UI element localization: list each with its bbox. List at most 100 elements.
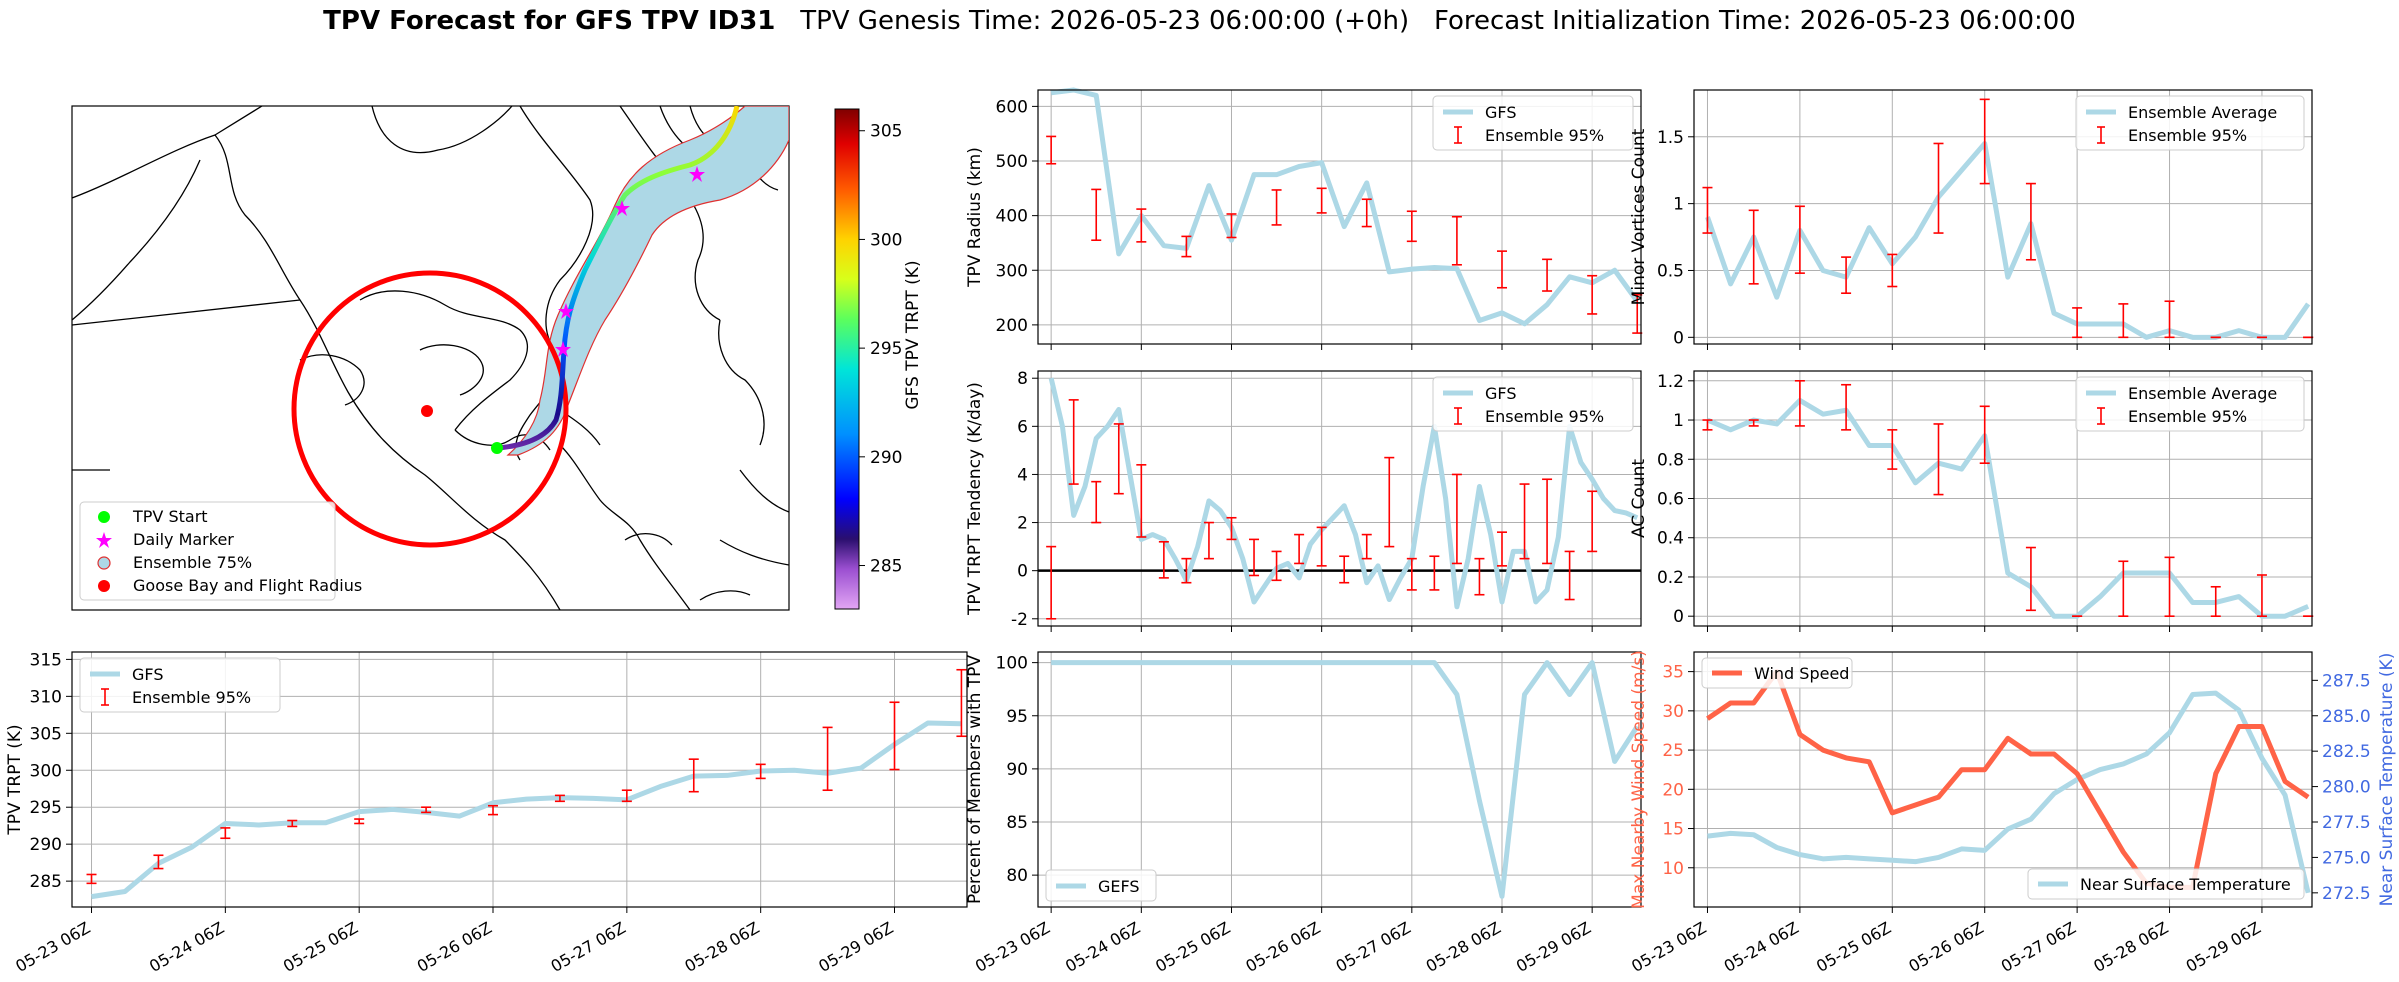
y-tick-label: 400 <box>996 207 1028 227</box>
chart-tendency: -2 0 2 4 6 8 TPV TRPT Tendency (K/day) GFS Ensem… <box>965 369 1642 632</box>
series-line <box>1048 377 1639 610</box>
x-tick-label: 05-28 06Z <box>1423 918 1504 976</box>
legend-box <box>2027 868 2305 900</box>
map-legend: TPV Start Daily Marker Ensemble 75% Goos… <box>79 501 362 601</box>
y-tick-label: 90 <box>1006 760 1028 780</box>
legend-box <box>1045 869 1157 902</box>
legend-label: Ensemble 95% <box>132 688 251 707</box>
legend-label: Ensemble 95% <box>1485 126 1604 145</box>
y-axis-label: AC Count <box>1629 459 1649 538</box>
legend: Ensemble Average Ensemble 95% <box>2075 95 2305 151</box>
ensemble-75-area <box>506 106 789 456</box>
legend-label: Ensemble 95% <box>2128 126 2247 145</box>
y2-axis-label: Near Surface Temperature (K) <box>2377 653 2397 907</box>
x-tick-label: 05-25 06Z <box>1152 918 1233 976</box>
series-line <box>1051 660 1640 899</box>
colorbar-tick-label: 285 <box>870 557 902 577</box>
x-tick-label: 05-26 06Z <box>414 918 495 976</box>
legend-box <box>79 657 281 713</box>
legend-box <box>1432 376 1634 432</box>
y-tick-label: 1 <box>1673 195 1684 215</box>
series-line <box>1706 397 2310 619</box>
y-tick-label: 20 <box>1662 780 1684 800</box>
axes-frame <box>71 651 968 908</box>
x-tick-label: 05-24 06Z <box>1721 918 1802 976</box>
legend-temp: Near Surface Temperature <box>2027 868 2305 900</box>
y-tick-label: 1.2 <box>1657 372 1684 392</box>
series-line <box>1050 87 1640 327</box>
chart-percent: 05-23 06Z 05-24 06Z 05-25 06Z 05-26 06Z 05-2… <box>965 651 1642 976</box>
y-tick-label: 290 <box>30 835 62 855</box>
x-tick-label: 05-24 06Z <box>146 918 227 976</box>
y-tick-label: 600 <box>996 97 1028 117</box>
x-tick-label: 05-26 06Z <box>1242 918 1323 976</box>
y2-tick-label: 275.0 <box>2322 848 2371 868</box>
goose-bay-swatch <box>98 580 110 592</box>
y-axis-label: TPV TRPT (K) <box>5 724 25 835</box>
flight-radius-circle <box>291 270 569 548</box>
x-tick-label: 05-28 06Z <box>681 918 762 976</box>
y-tick-label: 15 <box>1662 820 1684 840</box>
y-tick-label: 2 <box>1017 514 1028 534</box>
y-tick-label: 95 <box>1006 707 1028 727</box>
map-content <box>72 106 789 610</box>
legend-label: Ensemble 95% <box>2128 407 2247 426</box>
daily-markers <box>555 166 705 357</box>
legend-label: Wind Speed <box>1754 664 1849 683</box>
wind-speed-line <box>1706 669 2310 890</box>
y-tick-label: 0.8 <box>1657 450 1684 470</box>
daily-marker <box>555 341 571 357</box>
colorbar-ticks: 285 290 295 300 305 <box>859 122 902 577</box>
y-tick-label: 0.4 <box>1657 529 1684 549</box>
y-tick-label: 1 <box>1673 411 1684 431</box>
axes-frame <box>1693 651 2313 908</box>
map-legend-label: Daily Marker <box>133 530 234 549</box>
legend: GFS Ensemble 95% <box>79 657 281 713</box>
x-tick-label: 05-29 06Z <box>815 918 896 976</box>
y-tick-label: 10 <box>1662 859 1684 879</box>
y-tick-label: -2 <box>1011 610 1028 630</box>
y-tick-label: 0 <box>1673 607 1684 627</box>
y-tick-label: 295 <box>30 798 62 818</box>
y-axis-label: Minor Vortices Count <box>1629 128 1649 305</box>
axes-frame <box>1693 370 2313 627</box>
legend-label: Near Surface Temperature <box>2080 875 2291 894</box>
y-tick-label: 35 <box>1662 663 1684 683</box>
legend-wind: Wind Speed <box>1701 657 1853 689</box>
daily-marker <box>558 303 574 319</box>
ensemble-75-swatch <box>97 556 111 570</box>
legend: GFS Ensemble 95% <box>1432 95 1634 151</box>
daily-marker <box>689 166 705 182</box>
y-tick-label: 0 <box>1673 328 1684 348</box>
daily-marker <box>614 200 630 216</box>
chart-radius: 200 300 400 500 600 TPV Radius (km) GFS Ensembl… <box>965 87 1643 350</box>
x-tick-label: 05-27 06Z <box>548 918 629 976</box>
tpv-start-swatch <box>98 511 110 523</box>
x-tick-label: 05-24 06Z <box>1062 918 1143 976</box>
y-tick-label: 6 <box>1017 417 1028 437</box>
y-tick-label: 30 <box>1662 702 1684 722</box>
legend: GFS Ensemble 95% <box>1432 376 1634 432</box>
y-tick-label: 500 <box>996 152 1028 172</box>
title-main: TPV Forecast for GFS TPV ID31 <box>323 6 776 36</box>
y-tick-label: 1.5 <box>1657 128 1684 148</box>
axes-frame <box>1037 651 1642 908</box>
colorbar-tick-label: 295 <box>870 339 902 359</box>
y-tick-label: 4 <box>1017 465 1028 485</box>
legend-label: Ensemble 95% <box>1485 407 1604 426</box>
legend: Ensemble Average Ensemble 95% <box>2075 376 2305 432</box>
daily-marker-swatch <box>96 532 112 548</box>
y-tick-label: 305 <box>30 724 62 744</box>
y2-tick-label: 282.5 <box>2322 742 2371 762</box>
colorbar: 285 290 295 300 305 GFS TPV TRPT (K) <box>834 108 923 610</box>
x-tick-label: 05-25 06Z <box>280 918 361 976</box>
goose-bay-point <box>421 405 433 417</box>
map-legend-label: Goose Bay and Flight Radius <box>133 576 362 595</box>
y-tick-label: 285 <box>30 872 62 892</box>
colorbar-tick-label: 305 <box>870 122 902 142</box>
x-tick-label: 05-29 06Z <box>1513 918 1594 976</box>
y2-tick-label: 277.5 <box>2322 813 2371 833</box>
map-legend-label: Ensemble 75% <box>133 553 252 572</box>
legend-label: GFS <box>1485 103 1516 122</box>
